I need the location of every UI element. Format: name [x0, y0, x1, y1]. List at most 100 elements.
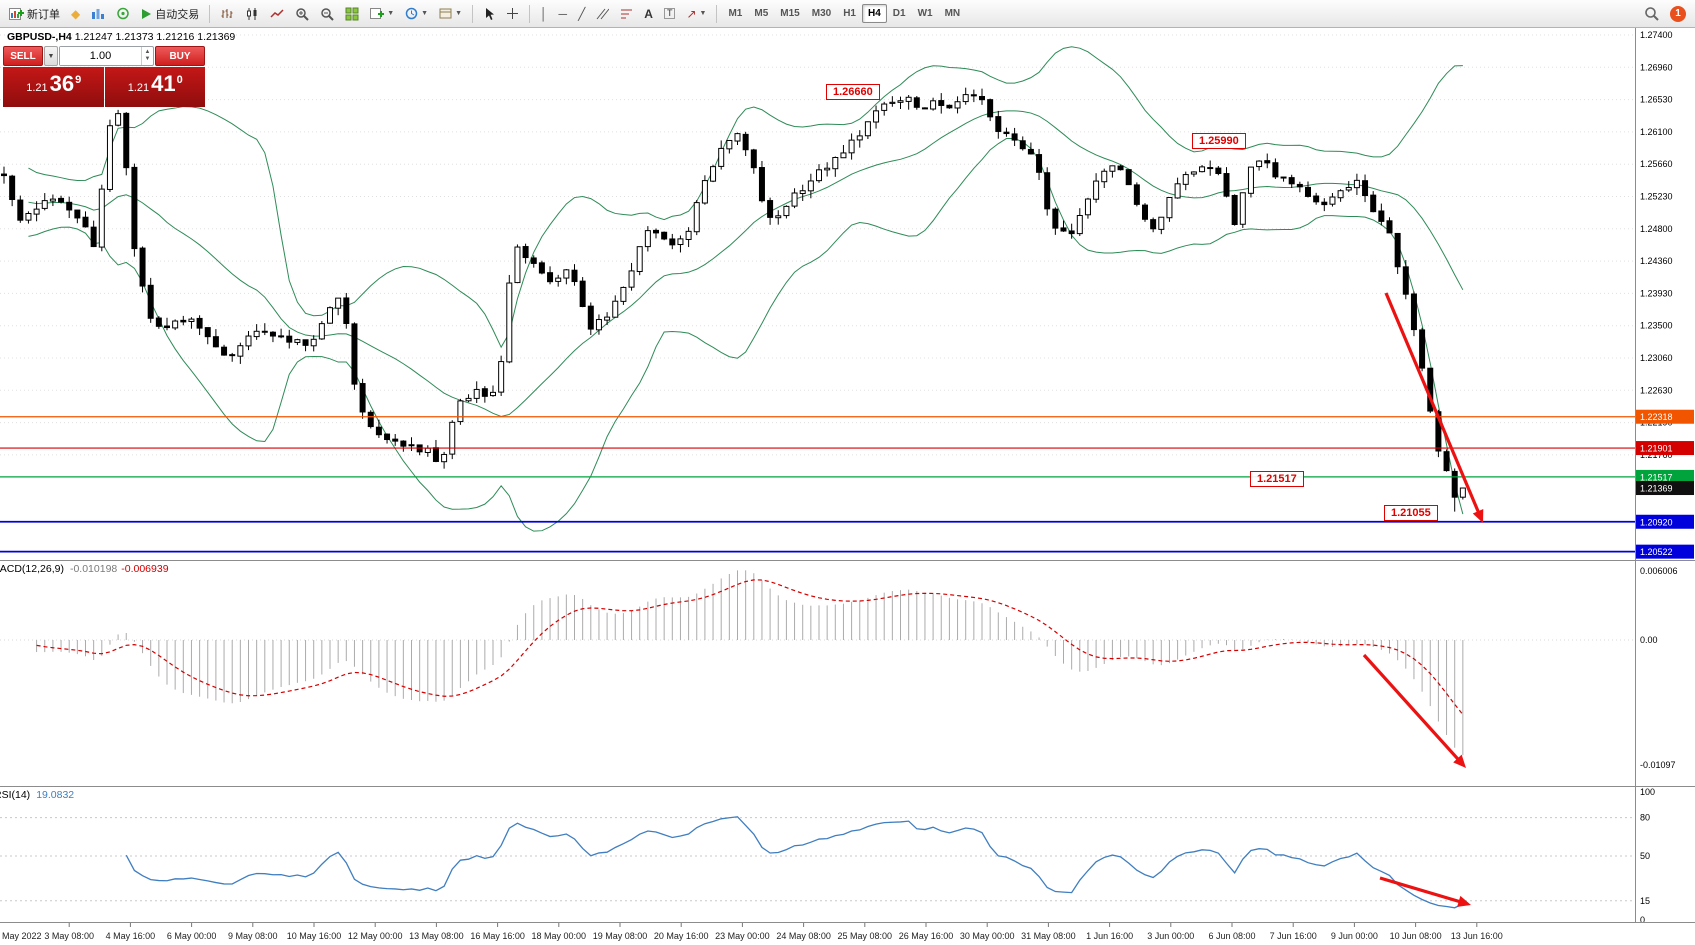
time-label: 3 May 08:00	[44, 931, 94, 941]
vertical-line-tool[interactable]: │	[535, 3, 553, 25]
new-chart-dropdown[interactable]: ▼	[365, 3, 399, 25]
mql-icon: ◆	[71, 6, 81, 21]
notifications-button[interactable]: 1	[1665, 3, 1691, 25]
bollinger-middle	[28, 110, 1464, 418]
channel-tool[interactable]	[591, 3, 614, 25]
cursor-icon	[486, 7, 495, 20]
macd-layer	[0, 570, 1635, 756]
zoom-in-button[interactable]	[290, 3, 314, 25]
trend-arrow-head	[1453, 754, 1466, 768]
time-label: 6 Jun 08:00	[1208, 931, 1255, 941]
timeframe-h4[interactable]: H4	[861, 4, 887, 23]
price-callout[interactable]: 1.21517	[1250, 471, 1304, 487]
timeframe-m30[interactable]: M30	[811, 8, 832, 19]
arrow-annotations	[1362, 292, 1484, 907]
volume-spinner[interactable]: ▲ ▼	[141, 47, 153, 65]
chart-symbol-title: GBPUSD-,H4 1.21247 1.21373 1.21216 1.213…	[7, 31, 235, 43]
trend-arrow[interactable]	[1362, 653, 1463, 764]
price-axis[interactable]: 1.27400 1.26960 1.26530 1.26100 1.25660 1.252…	[0, 28, 1695, 925]
price-tag	[1636, 469, 1694, 484]
time-axis[interactable]: May 2022 3 May 08:00 4 May 16:00 6 May 00:0…	[2, 923, 1503, 941]
notification-badge: 1	[1670, 5, 1686, 22]
spinner-up-icon: ▲	[144, 49, 151, 56]
candles-layer	[1, 87, 1466, 512]
text-tool[interactable]: A	[639, 3, 658, 25]
macd-name: MACD(12,26,9)	[0, 563, 64, 575]
time-label: 20 May 16:00	[654, 931, 709, 941]
horizontal-line-tool[interactable]: ─	[554, 3, 573, 25]
templates-dropdown[interactable]: ▼	[434, 3, 467, 25]
horizontal-line-icon: ─	[558, 6, 568, 21]
trendline-tool[interactable]: ╱	[573, 3, 590, 25]
autotrade-button[interactable]: 自动交易	[136, 3, 204, 25]
rsi-axis-label: 80	[1640, 813, 1650, 823]
new-chart-icon	[370, 8, 385, 19]
text-label-tool[interactable]: T	[659, 3, 681, 25]
time-label: 1 Jun 16:00	[1086, 931, 1133, 941]
time-label: 7 Jun 16:00	[1270, 931, 1317, 941]
time-label: 30 May 00:00	[960, 931, 1015, 941]
rsi-name: RSI(14)	[0, 789, 31, 801]
price-axis-label: 1.25660	[1640, 159, 1673, 169]
price-axis-label: 1.26960	[1640, 62, 1673, 72]
market-watch-button[interactable]	[86, 3, 110, 25]
buy-price-big: 41	[151, 71, 176, 96]
line-chart-mode-button[interactable]	[265, 3, 289, 25]
price-axis-label: 1.23060	[1640, 353, 1673, 363]
time-label: 24 May 08:00	[776, 931, 831, 941]
chevron-down-icon: ▼	[47, 52, 55, 60]
trade-options-dropdown[interactable]: ▼	[44, 46, 58, 66]
timeframe-m1[interactable]: M1	[728, 8, 743, 19]
sell-button[interactable]: SELL	[3, 46, 43, 66]
price-tag	[1636, 514, 1694, 529]
price-callout[interactable]: 1.25990	[1192, 133, 1246, 149]
crosshair-tool-button[interactable]	[501, 3, 524, 25]
trend-arrow[interactable]	[1379, 876, 1465, 905]
bar-chart-mode-button[interactable]	[215, 3, 239, 25]
navigator-button[interactable]	[111, 3, 135, 25]
tile-windows-button[interactable]	[340, 3, 364, 25]
profiles-dropdown[interactable]: ▼	[400, 3, 433, 25]
timeframe-m15[interactable]: M15	[780, 8, 800, 19]
chevron-down-icon: ▼	[421, 10, 429, 17]
trend-arrow[interactable]	[1384, 292, 1482, 518]
time-label: 10 May 16:00	[287, 931, 342, 941]
price-callout[interactable]: 1.21055	[1384, 505, 1438, 521]
trend-arrow-head	[1472, 509, 1484, 523]
timeframe-d1[interactable]: D1	[892, 8, 906, 19]
level-lines-layer	[0, 416, 1635, 553]
spinner-down-icon: ▼	[144, 56, 151, 62]
cursor-tool-button[interactable]	[478, 3, 500, 25]
timeframe-h1[interactable]: H1	[843, 8, 856, 19]
market-watch-icon	[92, 9, 105, 19]
new-order-button[interactable]: 新订单	[4, 3, 65, 25]
time-label: 3 Jun 00:00	[1147, 931, 1194, 941]
price-callout[interactable]: 1.26660	[826, 84, 880, 100]
macd-signal-line	[36, 579, 1464, 715]
macd-axis-label: -0.01097	[1640, 760, 1676, 770]
volume-input[interactable]	[60, 47, 141, 65]
buy-button[interactable]: BUY	[155, 46, 205, 66]
price-axis-label: 1.24800	[1640, 224, 1673, 234]
candlestick-mode-button[interactable]	[240, 3, 264, 25]
trade-controls-row: SELL ▼ ▲▼ BUY	[3, 46, 205, 66]
macd-axis-label: 0.006006	[1640, 566, 1678, 576]
fibonacci-tool[interactable]	[615, 3, 638, 25]
templates-icon	[439, 8, 452, 19]
mql-community-button[interactable]: ◆	[66, 3, 85, 25]
navigator-icon	[117, 7, 129, 20]
sell-price-display[interactable]: 1.21 36 9	[3, 67, 104, 107]
timeframe-mn[interactable]: MN	[944, 8, 961, 19]
new-order-label: 新订单	[27, 8, 60, 21]
timeframe-m5[interactable]: M5	[754, 8, 769, 19]
zoom-out-button[interactable]	[315, 3, 339, 25]
timeframe-w1[interactable]: W1	[917, 8, 933, 19]
arrows-tool-dropdown[interactable]: ↗ ▼	[681, 3, 711, 25]
rsi-axis-label: 100	[1640, 787, 1655, 797]
time-label: 26 May 16:00	[899, 931, 954, 941]
buy-price-display[interactable]: 1.21 41 0	[104, 67, 205, 107]
time-label: 23 May 00:00	[715, 931, 770, 941]
search-button[interactable]	[1639, 3, 1664, 25]
